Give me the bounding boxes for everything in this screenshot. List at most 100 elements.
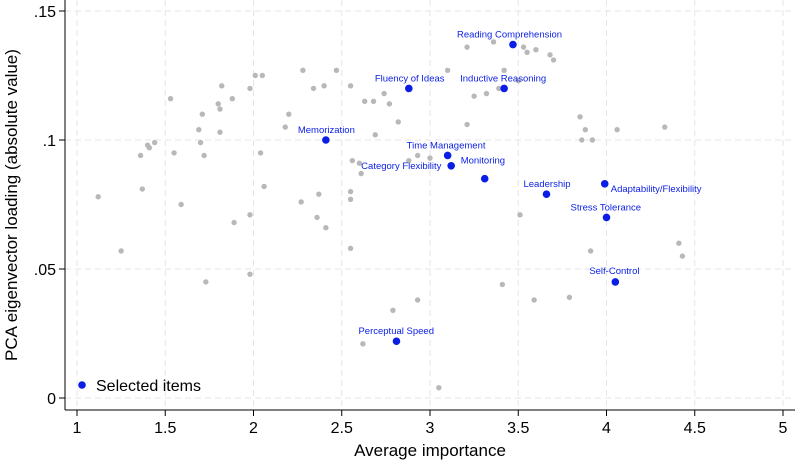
gridlines — [65, 0, 795, 410]
x-tick-label: 3.5 — [507, 420, 529, 437]
y-axis-title: PCA eigenvector loading (absolute value) — [2, 49, 21, 361]
other-item-point — [524, 49, 530, 55]
x-tick-label: 2 — [249, 420, 258, 437]
other-item-point — [520, 44, 527, 50]
other-item-point — [219, 83, 225, 89]
y-tick-label: 0 — [47, 391, 56, 408]
other-item-point — [323, 225, 329, 231]
selected-item-label: Time Management — [407, 140, 486, 151]
selected-item-point — [542, 190, 551, 198]
legend-label: Selected items — [96, 378, 201, 395]
x-tick-label: 3 — [426, 420, 435, 437]
selected-item-point — [405, 84, 413, 93]
other-item-point — [427, 155, 433, 161]
selected-item-point — [322, 136, 330, 144]
other-item-point — [381, 90, 387, 97]
other-item-point — [118, 248, 124, 254]
other-item-point — [550, 57, 557, 63]
other-item-point — [201, 152, 207, 159]
x-axis: 1 1.5 2 2.5 3 3.5 4 4.5 5 — [65, 409, 795, 437]
selected-item-point — [611, 278, 620, 286]
other-item-point — [390, 307, 396, 313]
other-item-point — [464, 121, 470, 128]
legend: Selected items — [78, 378, 201, 395]
other-item-point — [347, 245, 354, 252]
other-item-point — [178, 201, 184, 208]
other-item-point — [347, 196, 354, 203]
x-tick-label: 5 — [779, 420, 788, 437]
selected-item-label: Adaptability/Flexibility — [611, 184, 702, 195]
other-item-point — [579, 137, 585, 143]
other-item-point — [321, 83, 327, 89]
other-item-point — [471, 93, 477, 99]
other-item-point — [300, 67, 306, 74]
other-item-point — [247, 271, 253, 277]
other-item-point — [259, 72, 266, 79]
other-item-point — [414, 297, 421, 303]
selected-item-point — [480, 174, 489, 183]
y-tick-label: .15 — [34, 4, 56, 21]
selected-item-label: Fluency of Ideas — [375, 73, 445, 84]
selected-item-labels: Reading Comprehension Fluency of Ideas Ind… — [298, 30, 702, 338]
other-items-series — [95, 39, 686, 391]
other-item-point — [151, 139, 158, 146]
other-item-point — [167, 96, 174, 102]
other-item-point — [171, 150, 177, 156]
other-item-point — [587, 248, 594, 254]
other-item-point — [257, 150, 264, 156]
other-item-point — [676, 240, 682, 246]
selected-item-label: Reading Comprehension — [457, 30, 562, 41]
selected-item-point — [500, 84, 508, 93]
other-item-point — [589, 137, 596, 143]
other-item-point — [314, 214, 320, 221]
other-item-point — [261, 183, 267, 190]
other-item-point — [372, 132, 378, 138]
other-item-point — [95, 194, 101, 200]
x-tick-label: 1 — [73, 420, 82, 437]
other-item-point — [444, 67, 451, 74]
x-axis-title: Average importance — [354, 441, 506, 460]
other-item-point — [196, 126, 202, 133]
other-item-point — [483, 90, 490, 97]
other-item-point — [286, 111, 292, 117]
other-item-point — [217, 129, 223, 135]
other-item-point — [490, 39, 497, 45]
other-item-point — [282, 124, 288, 130]
legend-marker — [78, 381, 86, 389]
other-item-point — [662, 124, 668, 130]
other-item-point — [247, 85, 253, 92]
other-item-point — [582, 126, 589, 133]
other-item-point — [310, 85, 317, 92]
other-item-point — [533, 47, 539, 53]
other-item-point — [229, 96, 236, 102]
selected-item-label: Inductive Reasoning — [460, 73, 546, 84]
other-item-point — [414, 152, 421, 159]
x-tick-label: 4 — [602, 420, 611, 437]
other-item-point — [517, 212, 523, 218]
selected-item-label: Monitoring — [461, 156, 505, 167]
other-item-point — [496, 85, 502, 92]
other-item-point — [499, 281, 506, 288]
selected-item-label: Category Flexibility — [361, 161, 441, 172]
selected-item-label: Self-Control — [589, 266, 639, 277]
other-item-point — [215, 101, 221, 107]
selected-item-point — [443, 151, 452, 160]
other-item-point — [146, 145, 153, 151]
y-tick-label: .05 — [34, 262, 56, 279]
selected-item-label: Perceptual Speed — [358, 326, 434, 337]
x-tick-label: 4.5 — [684, 420, 706, 437]
selected-item-label: Memorization — [298, 125, 355, 136]
y-axis: 0 .05 .1 .15 — [34, 0, 66, 410]
other-item-point — [137, 152, 144, 159]
selected-item-label: Leadership — [523, 179, 570, 190]
other-item-point — [501, 67, 507, 74]
selected-item-point — [602, 213, 611, 222]
y-tick-label: .1 — [43, 133, 56, 150]
other-item-point — [139, 186, 146, 192]
other-item-point — [361, 98, 368, 105]
other-item-point — [199, 111, 206, 117]
other-item-point — [679, 253, 686, 259]
other-item-point — [566, 294, 573, 301]
other-item-point — [386, 101, 393, 107]
